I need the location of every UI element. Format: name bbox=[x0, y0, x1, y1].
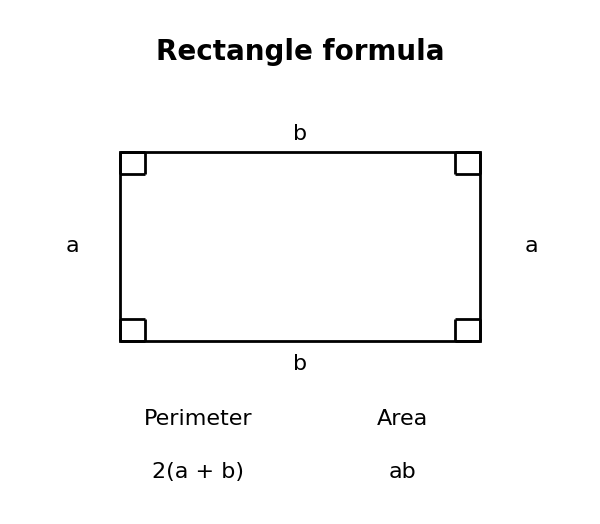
Text: ab: ab bbox=[388, 462, 416, 482]
Text: Area: Area bbox=[376, 409, 428, 429]
Text: a: a bbox=[524, 236, 538, 256]
Text: a: a bbox=[65, 236, 79, 256]
Bar bbox=[120, 152, 480, 341]
Text: 2(a + b): 2(a + b) bbox=[152, 462, 244, 482]
Text: b: b bbox=[293, 354, 307, 374]
Text: Perimeter: Perimeter bbox=[143, 409, 253, 429]
Text: Rectangle formula: Rectangle formula bbox=[156, 38, 444, 67]
Text: b: b bbox=[293, 124, 307, 144]
